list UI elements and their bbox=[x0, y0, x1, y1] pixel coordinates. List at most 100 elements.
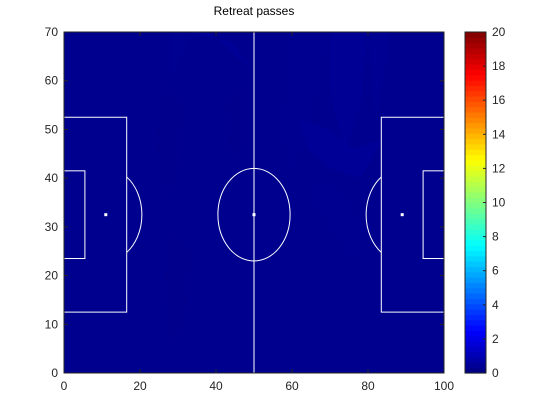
colorbar-segment bbox=[465, 287, 486, 294]
colorbar-tick-label: 8 bbox=[492, 230, 499, 244]
colorbar-segment bbox=[465, 229, 486, 236]
colorbar-segment bbox=[465, 47, 486, 54]
colorbar-segment bbox=[465, 133, 486, 140]
heatmap-region bbox=[185, 32, 254, 71]
heatmap-region bbox=[307, 178, 368, 266]
colorbar-segment bbox=[465, 351, 486, 358]
y-tick-label: 40 bbox=[45, 171, 59, 185]
colorbar: 0 2 4 6 8 10 12 14 16 18 20 bbox=[464, 25, 506, 380]
colorbar-segment bbox=[465, 293, 486, 300]
colorbar-segment bbox=[465, 138, 486, 145]
colorbar-segment bbox=[465, 101, 486, 108]
colorbar-segment bbox=[465, 95, 486, 102]
colorbar-segment bbox=[465, 69, 486, 76]
colorbar-segment bbox=[465, 282, 486, 289]
colorbar-segment bbox=[465, 202, 486, 209]
y-tick-label: 70 bbox=[45, 25, 59, 39]
heatmap-region bbox=[155, 80, 186, 203]
colorbar-segment bbox=[465, 357, 486, 363]
colorbar-segment bbox=[465, 261, 486, 268]
left-penalty-spot bbox=[104, 213, 108, 217]
colorbar-tick-label: 4 bbox=[492, 298, 499, 312]
colorbar-segment bbox=[465, 330, 486, 337]
colorbar-segment bbox=[465, 271, 486, 278]
colorbar-segment bbox=[465, 122, 486, 129]
colorbar-segment bbox=[465, 255, 486, 262]
heatmap-region bbox=[170, 32, 194, 81]
heatmap-region bbox=[162, 226, 194, 349]
colorbar-segment bbox=[465, 111, 486, 118]
colorbar-segment bbox=[465, 117, 486, 124]
colorbar-segment bbox=[465, 106, 486, 113]
colorbar-segment bbox=[465, 197, 486, 204]
colorbar-segment bbox=[465, 170, 486, 177]
colorbar-segment bbox=[465, 325, 486, 331]
y-tick-label: 50 bbox=[45, 122, 59, 136]
x-tick-label: 20 bbox=[133, 379, 147, 393]
colorbar-segment bbox=[465, 175, 486, 182]
colorbar-segment bbox=[465, 90, 486, 97]
colorbar-segment bbox=[465, 207, 486, 214]
colorbar-segment bbox=[465, 181, 486, 188]
x-tick-label: 40 bbox=[209, 379, 223, 393]
heatmap-region bbox=[368, 32, 391, 120]
colorbar-segment bbox=[465, 250, 486, 257]
colorbar-segment bbox=[465, 314, 486, 321]
left-penalty-arc bbox=[126, 176, 143, 253]
colorbar-tick-label: 10 bbox=[492, 196, 506, 210]
colorbar-segment bbox=[465, 303, 486, 310]
colorbar-segment bbox=[465, 74, 486, 81]
right-penalty-arc bbox=[365, 176, 382, 253]
colorbar-segment bbox=[465, 213, 486, 220]
heatmap-region bbox=[337, 251, 384, 373]
heatmap-region bbox=[284, 226, 338, 373]
colorbar-segment bbox=[465, 79, 486, 86]
colorbar-segment bbox=[465, 53, 486, 60]
colorbar-segment bbox=[465, 346, 486, 353]
colorbar-segment bbox=[465, 63, 486, 70]
colorbar-tick-label: 14 bbox=[492, 127, 506, 141]
colorbar-tick-label: 6 bbox=[492, 264, 499, 278]
colorbar-segment bbox=[465, 32, 486, 38]
right-penalty-spot bbox=[400, 213, 404, 217]
colorbar-segment bbox=[465, 186, 486, 193]
heatmap-region bbox=[280, 32, 330, 179]
x-tick-label: 100 bbox=[434, 379, 454, 393]
colorbar-segment bbox=[465, 239, 486, 246]
colorbar-tick-label: 12 bbox=[492, 161, 506, 175]
x-tick-label: 0 bbox=[61, 379, 68, 393]
colorbar-segment bbox=[465, 127, 486, 134]
colorbar-segment bbox=[465, 159, 486, 166]
colorbar-segment bbox=[465, 362, 486, 369]
colorbar-segment bbox=[465, 37, 486, 44]
colorbar-tick-label: 20 bbox=[492, 25, 506, 39]
axes: 0 20 40 60 80 100 0 10 20 30 40 50 60 70 bbox=[45, 25, 455, 393]
colorbar-segment bbox=[465, 277, 486, 284]
colorbar-segment bbox=[465, 218, 486, 225]
y-tick-label: 0 bbox=[51, 366, 58, 380]
colorbar-segment bbox=[465, 58, 486, 65]
colorbar-segment bbox=[465, 149, 486, 156]
x-tick-label: 80 bbox=[361, 379, 375, 393]
colorbar-segment bbox=[465, 191, 486, 198]
colorbar-tick-label: 2 bbox=[492, 332, 499, 346]
colorbar-segment bbox=[465, 154, 486, 161]
axes-box bbox=[63, 31, 445, 374]
heatmap-region bbox=[223, 80, 247, 169]
colorbar-segment bbox=[465, 341, 486, 347]
colorbar-segment bbox=[465, 309, 486, 315]
colorbar-segment bbox=[465, 85, 486, 92]
chart-title: Retreat passes bbox=[214, 4, 295, 18]
colorbar-tick-label: 16 bbox=[492, 93, 506, 107]
heatmap-region bbox=[299, 119, 384, 179]
colorbar-segment bbox=[465, 367, 486, 374]
colorbar-segment bbox=[465, 143, 486, 150]
colorbar-segment bbox=[465, 335, 486, 342]
colorbar-segment bbox=[465, 42, 486, 49]
y-tick-label: 10 bbox=[45, 317, 59, 331]
colorbar-segment bbox=[465, 223, 486, 230]
x-tick-label: 60 bbox=[285, 379, 299, 393]
colorbar-segment bbox=[465, 319, 486, 326]
